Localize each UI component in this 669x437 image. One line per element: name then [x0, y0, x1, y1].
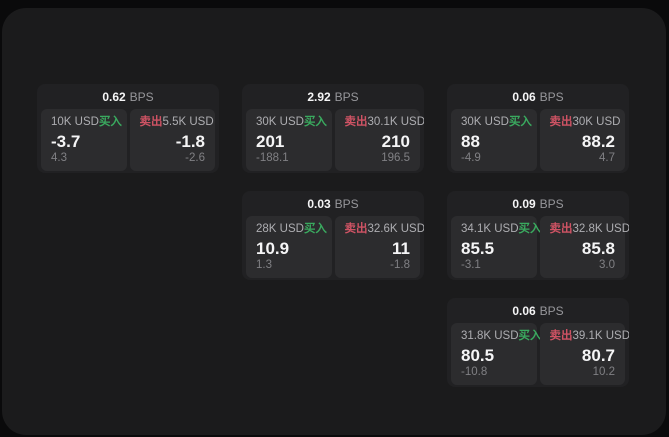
sell-side-label: 卖出	[549, 223, 573, 235]
sell-side-label: 卖出	[344, 223, 368, 235]
bps-value: 0.06	[512, 303, 536, 318]
bps-value: 2.92	[307, 89, 331, 104]
card-header: 0.03 BPS	[242, 191, 424, 216]
buy-delta: -188.1	[256, 152, 289, 164]
card-header: 0.62 BPS	[37, 84, 219, 109]
sell-delta: -1.8	[390, 259, 410, 271]
card-header: 0.06 BPS	[447, 298, 629, 323]
sell-side-label: 卖出	[549, 116, 573, 128]
buy-panel[interactable]: 30K USD 买入 88 -4.9	[451, 109, 537, 171]
sell-price: 11	[392, 239, 410, 258]
sell-delta: 10.2	[592, 366, 615, 378]
buy-price: 10.9	[256, 239, 290, 258]
sell-price: 80.7	[581, 346, 615, 365]
buy-delta: -10.8	[461, 366, 488, 378]
sell-delta: 196.5	[381, 152, 410, 164]
buy-amount: 31.8K USD	[461, 330, 519, 342]
card-body: 10K USD 买入 -3.7 4.3 卖出 5.5K USD -1.8 -2.…	[37, 109, 219, 173]
sell-panel[interactable]: 卖出 32.8K USD 85.8 3.0	[539, 216, 629, 278]
buy-panel[interactable]: 28K USD 买入 10.9 1.3	[246, 216, 332, 278]
bps-value: 0.06	[512, 89, 536, 104]
card-header: 2.92 BPS	[242, 84, 424, 109]
sell-panel[interactable]: 卖出 32.6K USD 11 -1.8	[334, 216, 424, 278]
sell-price: 210	[381, 132, 410, 151]
bps-unit-label: BPS	[334, 89, 359, 104]
bps-value: 0.09	[512, 196, 536, 211]
card-body: 34.1K USD 买入 85.5 -3.1 卖出 32.8K USD 85.8…	[447, 216, 629, 280]
buy-side-label: 买入	[98, 116, 122, 128]
buy-delta: -3.1	[461, 259, 481, 271]
buy-side-label: 买入	[518, 330, 542, 342]
sell-panel[interactable]: 卖出 39.1K USD 80.7 10.2	[539, 323, 629, 385]
sell-amount: 32.8K USD	[572, 223, 630, 235]
sell-amount: 30.1K USD	[367, 116, 425, 128]
buy-amount: 28K USD	[256, 223, 304, 235]
card-body: 30K USD 买入 88 -4.9 卖出 30K USD 88.2 4.7	[447, 109, 629, 173]
quote-card: 0.09 BPS 34.1K USD 买入 85.5 -3.1 卖出 32.8K…	[447, 191, 629, 280]
buy-panel[interactable]: 34.1K USD 买入 85.5 -3.1	[451, 216, 542, 278]
quote-card: 0.03 BPS 28K USD 买入 10.9 1.3 卖出 32.6K US…	[242, 191, 424, 280]
bps-value: 0.62	[102, 89, 126, 104]
buy-price: 85.5	[461, 239, 495, 258]
bps-unit-label: BPS	[539, 303, 564, 318]
buy-side-label: 买入	[303, 116, 327, 128]
sell-panel[interactable]: 卖出 30.1K USD 210 196.5	[334, 109, 424, 171]
buy-price: 80.5	[461, 346, 495, 365]
sell-delta: 3.0	[599, 259, 615, 271]
card-header: 0.09 BPS	[447, 191, 629, 216]
card-body: 28K USD 买入 10.9 1.3 卖出 32.6K USD 11 -1.8	[242, 216, 424, 280]
sell-price: 88.2	[581, 132, 615, 151]
buy-amount: 30K USD	[461, 116, 509, 128]
buy-side-label: 买入	[518, 223, 542, 235]
sell-price: -1.8	[175, 132, 205, 151]
buy-panel[interactable]: 10K USD 买入 -3.7 4.3	[41, 109, 127, 171]
sell-amount: 30K USD	[572, 116, 621, 128]
card-body: 30K USD 买入 201 -188.1 卖出 30.1K USD 210 1…	[242, 109, 424, 173]
buy-price: -3.7	[51, 132, 81, 151]
sell-panel[interactable]: 卖出 30K USD 88.2 4.7	[539, 109, 625, 171]
sell-side-label: 卖出	[549, 330, 573, 342]
buy-price: 201	[256, 132, 285, 151]
app-surface: 0.62 BPS 10K USD 买入 -3.7 4.3 卖出 5.5K USD…	[2, 8, 666, 435]
bps-unit-label: BPS	[539, 89, 564, 104]
sell-amount: 32.6K USD	[367, 223, 425, 235]
buy-panel[interactable]: 31.8K USD 买入 80.5 -10.8	[451, 323, 542, 385]
bps-unit-label: BPS	[334, 196, 359, 211]
sell-delta: 4.7	[599, 152, 615, 164]
buy-delta: 1.3	[256, 259, 272, 271]
buy-side-label: 买入	[303, 223, 327, 235]
sell-side-label: 卖出	[344, 116, 368, 128]
buy-amount: 10K USD	[51, 116, 99, 128]
buy-panel[interactable]: 30K USD 买入 201 -188.1	[246, 109, 332, 171]
quote-card: 0.62 BPS 10K USD 买入 -3.7 4.3 卖出 5.5K USD…	[37, 84, 219, 173]
sell-delta: -2.6	[185, 152, 205, 164]
bps-value: 0.03	[307, 196, 331, 211]
quote-card-grid: 0.62 BPS 10K USD 买入 -3.7 4.3 卖出 5.5K USD…	[37, 84, 629, 387]
card-body: 31.8K USD 买入 80.5 -10.8 卖出 39.1K USD 80.…	[447, 323, 629, 387]
buy-amount: 34.1K USD	[461, 223, 519, 235]
sell-panel[interactable]: 卖出 5.5K USD -1.8 -2.6	[129, 109, 215, 171]
quote-card: 0.06 BPS 30K USD 买入 88 -4.9 卖出 30K USD 8…	[447, 84, 629, 173]
sell-side-label: 卖出	[139, 116, 163, 128]
bps-unit-label: BPS	[129, 89, 154, 104]
buy-side-label: 买入	[508, 116, 532, 128]
buy-amount: 30K USD	[256, 116, 304, 128]
buy-delta: -4.9	[461, 152, 481, 164]
quote-card: 2.92 BPS 30K USD 买入 201 -188.1 卖出 30.1K …	[242, 84, 424, 173]
sell-amount: 39.1K USD	[572, 330, 630, 342]
buy-delta: 4.3	[51, 152, 67, 164]
sell-amount: 5.5K USD	[162, 116, 214, 128]
buy-price: 88	[461, 132, 480, 151]
card-header: 0.06 BPS	[447, 84, 629, 109]
bps-unit-label: BPS	[539, 196, 564, 211]
sell-price: 85.8	[581, 239, 615, 258]
quote-card: 0.06 BPS 31.8K USD 买入 80.5 -10.8 卖出 39.1…	[447, 298, 629, 387]
